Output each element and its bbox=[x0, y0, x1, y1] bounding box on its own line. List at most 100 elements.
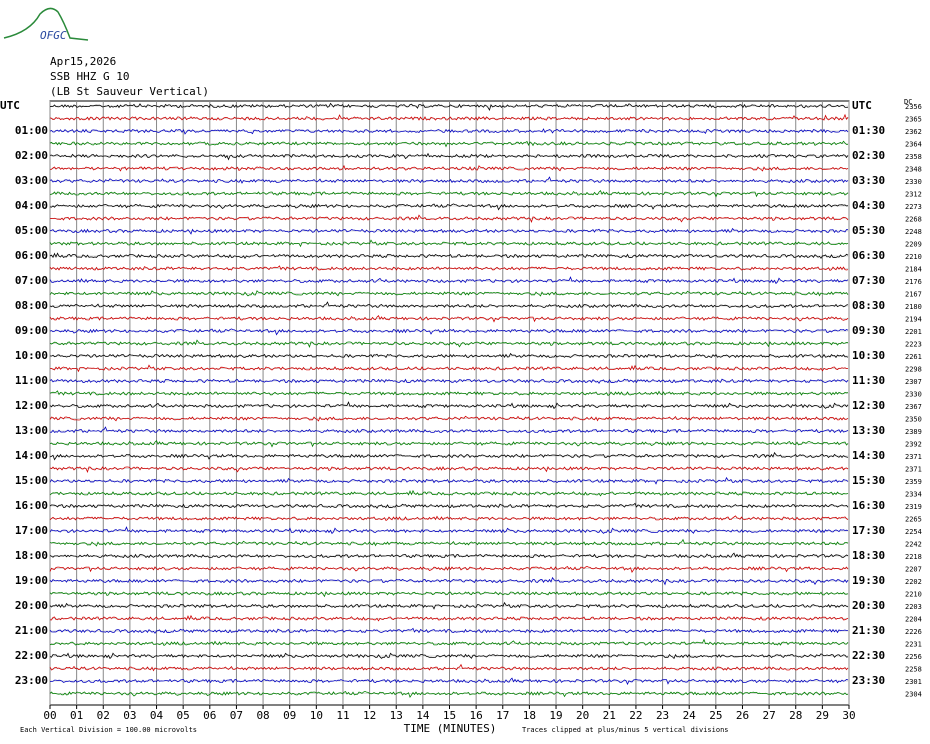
trace bbox=[49, 364, 849, 373]
right-time-label: 21:30 bbox=[852, 624, 885, 637]
trace-level: 2371 bbox=[905, 453, 922, 461]
left-time-label: 13:00 bbox=[15, 424, 48, 437]
left-time-label: 04:00 bbox=[15, 199, 48, 212]
x-tick-label: 03 bbox=[123, 709, 136, 722]
x-tick-label: 19 bbox=[549, 709, 562, 722]
right-time-label: 14:30 bbox=[852, 449, 885, 462]
trace-level: 2194 bbox=[905, 316, 922, 324]
right-time-label: 08:30 bbox=[852, 299, 885, 312]
x-tick-label: 25 bbox=[709, 709, 722, 722]
trace-level: 2226 bbox=[905, 628, 922, 636]
left-time-label: 23:00 bbox=[15, 674, 48, 687]
trace-level: 2268 bbox=[905, 216, 922, 224]
trace-level: 2254 bbox=[905, 528, 922, 536]
trace-level: 2365 bbox=[905, 116, 922, 124]
trace bbox=[49, 378, 849, 384]
left-time-label: 08:00 bbox=[15, 299, 48, 312]
right-time-label: 09:30 bbox=[852, 324, 885, 337]
trace bbox=[49, 203, 849, 211]
right-time-label: 02:30 bbox=[852, 149, 885, 162]
trace bbox=[49, 451, 849, 461]
trace bbox=[49, 290, 849, 297]
trace-level: 2319 bbox=[905, 503, 922, 511]
right-time-label: 10:30 bbox=[852, 349, 885, 362]
trace bbox=[49, 401, 849, 410]
trace bbox=[49, 214, 849, 224]
trace-level: 2367 bbox=[905, 403, 922, 411]
trace bbox=[49, 352, 849, 359]
trace-level: 2265 bbox=[905, 516, 922, 524]
trace-level: 2209 bbox=[905, 241, 922, 249]
left-time-label: 22:00 bbox=[15, 649, 48, 662]
trace bbox=[49, 102, 849, 111]
left-time-label: 19:00 bbox=[15, 574, 48, 587]
x-tick-label: 18 bbox=[523, 709, 536, 722]
x-tick-label: 07 bbox=[230, 709, 243, 722]
x-tick-label: 11 bbox=[336, 709, 349, 722]
x-tick-label: 04 bbox=[150, 709, 164, 722]
trace bbox=[49, 538, 849, 547]
location: (LB St Sauveur Vertical) bbox=[50, 85, 209, 98]
trace-level: 2312 bbox=[905, 191, 922, 199]
right-time-label: 06:30 bbox=[852, 249, 885, 262]
right-time-label: 18:30 bbox=[852, 549, 885, 562]
x-tick-label: 13 bbox=[390, 709, 403, 722]
left-time-label: 03:00 bbox=[15, 174, 48, 187]
x-tick-label: 23 bbox=[656, 709, 669, 722]
left-time-label: 15:00 bbox=[15, 474, 48, 487]
trace bbox=[49, 276, 849, 285]
trace bbox=[49, 164, 849, 172]
trace-level: 2202 bbox=[905, 578, 922, 586]
trace-level: 2180 bbox=[905, 303, 922, 311]
trace bbox=[49, 591, 849, 598]
x-tick-label: 12 bbox=[363, 709, 376, 722]
trace-level: 2218 bbox=[905, 553, 922, 561]
trace bbox=[49, 614, 849, 622]
trace bbox=[49, 265, 849, 272]
dc-label: DC bbox=[904, 98, 912, 106]
trace bbox=[49, 239, 849, 248]
trace bbox=[49, 176, 849, 184]
trace bbox=[49, 601, 849, 610]
trace-level: 2261 bbox=[905, 353, 922, 361]
left-time-label: 07:00 bbox=[15, 274, 48, 287]
trace bbox=[49, 690, 849, 698]
x-tick-label: 06 bbox=[203, 709, 216, 722]
trace bbox=[49, 652, 849, 660]
left-time-label: 16:00 bbox=[15, 499, 48, 512]
right-time-label: 13:30 bbox=[852, 424, 885, 437]
right-time-label: 15:30 bbox=[852, 474, 885, 487]
trace-level: 2330 bbox=[905, 178, 922, 186]
trace bbox=[49, 552, 849, 559]
trace-level: 2358 bbox=[905, 153, 922, 161]
x-tick-label: 29 bbox=[816, 709, 829, 722]
trace-level: 2298 bbox=[905, 366, 922, 374]
x-tick-label: 16 bbox=[470, 709, 483, 722]
date: Apr15,2026 bbox=[50, 55, 116, 68]
x-tick-label: 28 bbox=[789, 709, 802, 722]
left-time-label: 01:00 bbox=[15, 124, 48, 137]
trace bbox=[49, 440, 849, 448]
trace-level: 2307 bbox=[905, 378, 922, 386]
trace bbox=[49, 576, 849, 586]
trace-level: 2330 bbox=[905, 391, 922, 399]
trace bbox=[49, 227, 849, 235]
trace-level: 2201 bbox=[905, 328, 922, 336]
left-time-label: 17:00 bbox=[15, 524, 48, 537]
x-tick-label: 00 bbox=[43, 709, 56, 722]
right-time-label: 04:30 bbox=[852, 199, 885, 212]
trace-level: 2207 bbox=[905, 566, 922, 574]
trace-level: 2364 bbox=[905, 141, 922, 149]
x-tick-label: 20 bbox=[576, 709, 589, 722]
x-tick-label: 17 bbox=[496, 709, 509, 722]
trace bbox=[49, 565, 849, 573]
trace bbox=[49, 638, 849, 647]
trace-level: 2362 bbox=[905, 128, 922, 136]
trace bbox=[49, 113, 849, 121]
trace-level: 2242 bbox=[905, 541, 922, 549]
x-tick-label: 27 bbox=[762, 709, 775, 722]
station: SSB HHZ G 10 bbox=[50, 70, 129, 83]
x-tick-label: 01 bbox=[70, 709, 83, 722]
trace bbox=[49, 140, 848, 148]
